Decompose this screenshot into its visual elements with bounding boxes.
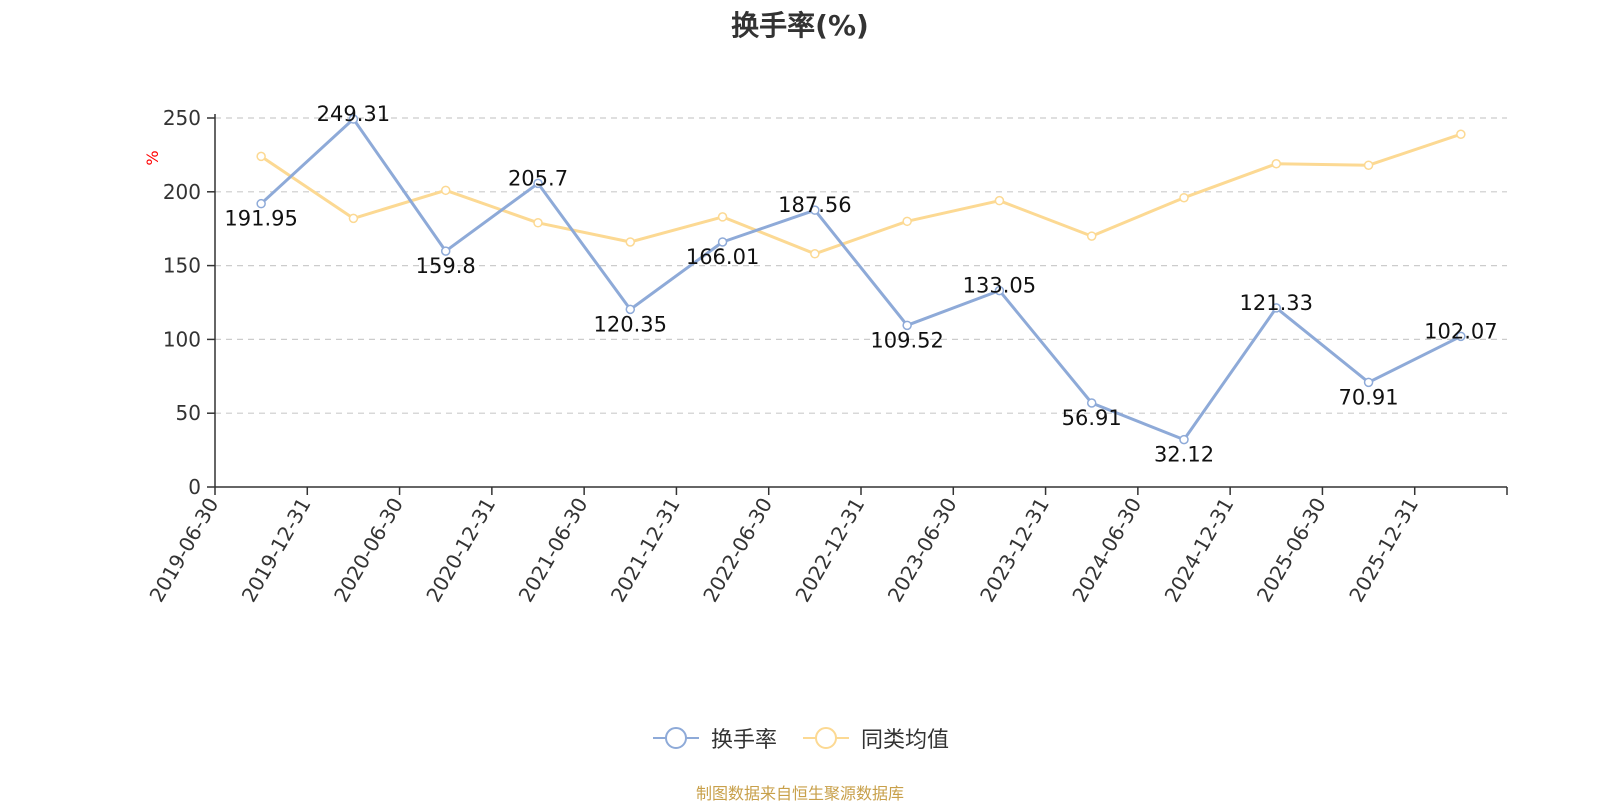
legend-item-peer-average[interactable]: 同类均值 (801, 722, 949, 754)
data-labels: 191.95 249.31 159.8 205.7 120.35 166.01 187.56… (224, 102, 1497, 467)
y-tick-label: 250 (163, 106, 201, 130)
x-tick-label: 2019-06-30 (144, 494, 223, 607)
legend-marker-icon (652, 727, 699, 749)
data-label: 205.7 (508, 166, 568, 190)
x-tick-label: 2020-06-30 (329, 493, 408, 606)
data-point (994, 195, 1005, 206)
legend: 换手率 同类均值 (0, 722, 1600, 754)
data-point (1086, 231, 1097, 241)
x-tick-label: 2021-12-31 (606, 494, 685, 607)
legend-label: 换手率 (710, 728, 777, 753)
data-label: 187.56 (778, 193, 851, 217)
data-point (1456, 331, 1466, 342)
chart-title: 换手率(%) (731, 9, 869, 42)
data-point (902, 216, 912, 227)
x-tick-label: 2021-06-30 (514, 494, 593, 607)
y-tick-label: 150 (163, 254, 201, 278)
data-point (625, 304, 636, 315)
x-tick-label: 2023-06-30 (883, 493, 962, 606)
data-point (902, 320, 912, 331)
data-label: 121.33 (1240, 291, 1313, 315)
legend-label: 同类均值 (861, 728, 950, 753)
data-point (810, 249, 820, 259)
data-label: 56.91 (1062, 406, 1122, 430)
x-tick-label: 2024-06-30 (1067, 494, 1146, 607)
data-point (1271, 303, 1282, 313)
x-tick-label: 2022-06-30 (698, 494, 777, 607)
data-label: 70.91 (1339, 385, 1399, 409)
y-axis-unit-label: % (143, 150, 162, 165)
data-point (717, 212, 728, 222)
data-point (533, 218, 543, 228)
data-label: 109.52 (870, 328, 943, 352)
y-tick-label: 0 (188, 475, 201, 499)
x-tick-label: 2020-12-31 (421, 494, 500, 607)
data-point (717, 237, 728, 247)
data-point (1363, 160, 1374, 170)
data-label: 166.01 (686, 245, 759, 269)
data-point (440, 185, 451, 196)
data-point (533, 178, 543, 189)
data-point (625, 237, 636, 247)
data-point (1179, 192, 1189, 203)
y-tick-label: 200 (163, 180, 201, 204)
data-label: 102.07 (1424, 319, 1497, 343)
y-tick-label: 50 (176, 401, 201, 425)
data-point (256, 151, 266, 162)
data-label: 249.31 (317, 102, 390, 126)
data-label: 133.05 (963, 274, 1036, 298)
x-tick-label: 2023-12-31 (975, 494, 1054, 607)
data-point (348, 114, 359, 124)
source-note: 制图数据来自恒生聚源数据库 (695, 784, 904, 803)
series-line-peer-average (260, 132, 1462, 256)
data-point (1271, 159, 1282, 169)
data-point (1456, 129, 1466, 139)
data-label: 191.95 (224, 207, 297, 231)
data-label: 120.35 (594, 312, 667, 336)
data-label: 159.8 (416, 254, 476, 278)
data-point (994, 285, 1005, 296)
data-point (256, 198, 266, 209)
x-tick-label: 2025-06-30 (1252, 494, 1331, 607)
data-point (1363, 377, 1374, 388)
x-tick-label: 2024-12-31 (1160, 494, 1239, 607)
legend-marker-icon (803, 727, 849, 749)
x-tick-label: 2019-12-31 (237, 494, 316, 607)
series-line-turnover (260, 117, 1462, 442)
data-point (1179, 434, 1189, 445)
data-point (440, 246, 451, 256)
data-point (810, 205, 820, 215)
legend-item-turnover[interactable]: 换手率 (651, 722, 777, 754)
data-point (1086, 398, 1097, 408)
data-label: 32.12 (1154, 443, 1214, 467)
y-tick-label: 100 (163, 327, 201, 351)
x-tick-label: 2025-12-31 (1344, 494, 1423, 607)
series-lines (256, 114, 1466, 445)
x-tick-label: 2022-12-31 (790, 494, 869, 607)
data-point (348, 213, 359, 224)
